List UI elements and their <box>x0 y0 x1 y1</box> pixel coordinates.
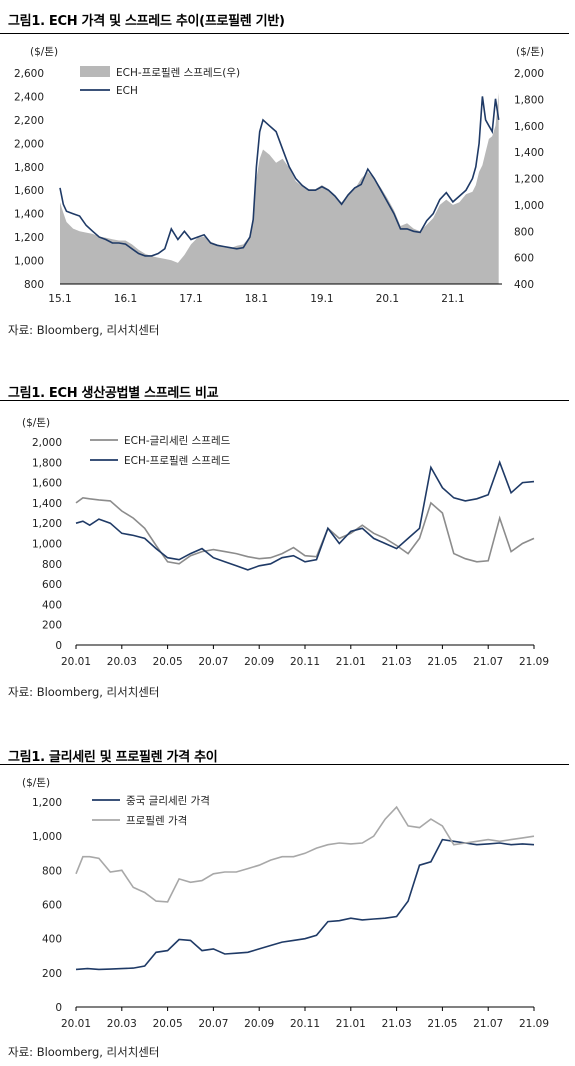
legend-label-2: ECH-프로필렌 스프레드 <box>124 455 231 467</box>
y-tick-left: 2,600 <box>14 68 44 80</box>
y-tick-left: 2,000 <box>14 138 44 150</box>
series-line-1 <box>75 496 535 565</box>
y-tick-right: 1,400 <box>514 147 544 159</box>
y-tick-label: 200 <box>42 968 62 980</box>
series-line-2 <box>75 459 535 571</box>
x-tick-label: 16.1 <box>114 293 137 305</box>
y-tick-label: 1,000 <box>32 539 62 551</box>
source-note: 자료: Bloomberg, 리서치센터 <box>8 685 160 699</box>
x-tick-label: 20.03 <box>107 1018 137 1030</box>
x-tick-label: 17.1 <box>179 293 202 305</box>
x-tick-label: 21.03 <box>382 1018 412 1030</box>
chart-panel-2: 그림1. ECH 생산공법별 스프레드 비교 ($/톤) 2,000 1,800 1,… <box>0 372 575 702</box>
y-tick-label: 1,600 <box>32 478 62 490</box>
series-area-spread <box>60 92 499 284</box>
legend-swatch-spread <box>80 66 110 77</box>
chart-ech-price-spread: ($/톤) ($/톤) 2,600 2,400 2,200 2,000 1,800 1,600… <box>14 46 544 305</box>
y-tick-label: 1,000 <box>32 831 62 843</box>
y-tick-left: 1,400 <box>14 209 44 221</box>
x-tick-label: 20.03 <box>107 656 137 668</box>
chart-title: 그림1. 글리세린 및 프로필렌 가격 추이 <box>8 750 218 765</box>
x-tick-label: 21.01 <box>336 656 366 668</box>
y-tick-right: 800 <box>514 226 534 238</box>
legend-label-1: ECH-글리세린 스프레드 <box>124 435 231 447</box>
y-tick-label: 600 <box>42 579 62 591</box>
x-tick-label: 20.01 <box>61 1018 91 1030</box>
y-tick-left: 1,800 <box>14 162 44 174</box>
y-tick-right: 1,600 <box>514 121 544 133</box>
y-axis-label: ($/톤) <box>22 777 50 789</box>
y-tick-label: 2,000 <box>32 437 62 449</box>
y-axis-right-label: ($/톤) <box>516 46 544 58</box>
y-tick-left: 2,400 <box>14 91 44 103</box>
x-tick-label: 20.07 <box>198 1018 228 1030</box>
y-axis-left-label: ($/톤) <box>30 46 58 58</box>
y-tick-right: 400 <box>514 279 534 291</box>
y-tick-right: 1,800 <box>514 94 544 106</box>
y-tick-label: 400 <box>42 599 62 611</box>
chart-panel-3: 그림1. 글리세린 및 프로필렌 가격 추이 ($/톤) 1,200 1,000 80… <box>0 738 575 1066</box>
series-line-ech <box>59 96 500 257</box>
chart-title: 그림1. ECH 가격 및 스프레드 추이(프로필렌 기반) <box>8 14 285 29</box>
x-tick-label: 21.03 <box>382 656 412 668</box>
y-tick-left: 800 <box>24 279 44 291</box>
y-tick-label: 400 <box>42 934 62 946</box>
y-tick-label: 0 <box>55 640 62 652</box>
y-tick-left: 1,200 <box>14 232 44 244</box>
series-line-1 <box>75 838 535 971</box>
y-tick-right: 600 <box>514 253 534 265</box>
x-tick-label: 20.1 <box>376 293 399 305</box>
x-tick-label: 20.05 <box>153 656 183 668</box>
x-tick-label: 18.1 <box>245 293 268 305</box>
x-tick-label: 21.09 <box>519 1018 549 1030</box>
x-tick-label: 15.1 <box>48 293 71 305</box>
x-tick-label: 21.1 <box>441 293 464 305</box>
legend-label-ech: ECH <box>116 85 138 97</box>
x-tick-label: 20.01 <box>61 656 91 668</box>
y-tick-label: 1,400 <box>32 498 62 510</box>
chart-glycerin-propylene-price: ($/톤) 1,200 1,000 800 600 400 200 0 20.01 20.03 20… <box>22 777 549 1030</box>
x-tick-label: 20.11 <box>290 1018 320 1030</box>
x-tick-label: 21.07 <box>473 1018 503 1030</box>
x-tick-label: 21.07 <box>473 656 503 668</box>
y-tick-left: 1,000 <box>14 256 44 268</box>
x-tick-label: 21.01 <box>336 1018 366 1030</box>
x-tick-label: 20.11 <box>290 656 320 668</box>
y-tick-label: 1,200 <box>32 797 62 809</box>
chart-ech-spread-compare: ($/톤) 2,000 1,800 1,600 1,400 1,200 1,000 800 60… <box>22 417 549 668</box>
y-tick-right: 1,000 <box>514 200 544 212</box>
source-note: 자료: Bloomberg, 리서치센터 <box>8 1045 160 1059</box>
source-note: 자료: Bloomberg, 리서치센터 <box>8 323 160 337</box>
y-tick-label: 0 <box>55 1002 62 1014</box>
x-tick-label: 21.09 <box>519 656 549 668</box>
x-tick-label: 19.1 <box>310 293 333 305</box>
chart-panel-1: 그림1. ECH 가격 및 스프레드 추이(프로필렌 기반) ($/톤) ($/톤… <box>0 0 575 345</box>
x-tick-label: 20.09 <box>244 1018 274 1030</box>
legend-label-2: 프로필렌 가격 <box>126 814 187 827</box>
y-tick-right: 1,200 <box>514 174 544 186</box>
y-tick-label: 1,200 <box>32 518 62 530</box>
x-tick-label: 20.09 <box>244 656 274 668</box>
series-line-2 <box>75 805 535 903</box>
chart-title: 그림1. ECH 생산공법별 스프레드 비교 <box>8 386 219 401</box>
y-axis-label: ($/톤) <box>22 417 50 429</box>
y-tick-label: 800 <box>42 559 62 571</box>
legend-label-spread: ECH-프로필렌 스프레드(우) <box>116 67 240 79</box>
x-tick-label: 21.05 <box>427 1018 457 1030</box>
title-rule <box>0 400 569 401</box>
y-tick-label: 600 <box>42 900 62 912</box>
title-rule <box>0 764 569 765</box>
legend-label-1: 중국 글리세린 가격 <box>126 794 210 807</box>
y-tick-label: 800 <box>42 865 62 877</box>
x-tick-label: 20.07 <box>198 656 228 668</box>
x-tick-label: 20.05 <box>153 1018 183 1030</box>
y-tick-right: 2,000 <box>514 68 544 80</box>
y-tick-left: 1,600 <box>14 185 44 197</box>
y-tick-label: 1,800 <box>32 457 62 469</box>
y-tick-label: 200 <box>42 620 62 632</box>
y-tick-left: 2,200 <box>14 115 44 127</box>
title-rule <box>0 33 569 34</box>
x-tick-label: 21.05 <box>427 656 457 668</box>
